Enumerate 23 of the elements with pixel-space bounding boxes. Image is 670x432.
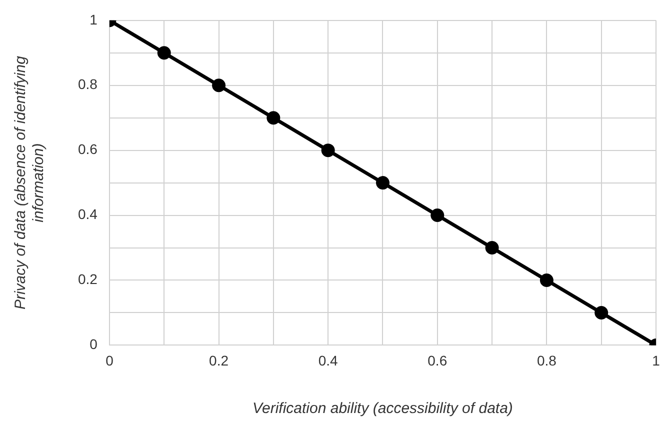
y-tick-label: 0.2 [78,271,98,288]
y-tick-label: 0.4 [78,206,98,222]
point [157,46,171,60]
point [485,241,499,255]
x-tick-label: 0.8 [536,352,557,368]
y-tick-label: 0 [90,336,98,352]
point [376,176,390,190]
point [540,273,554,287]
point [212,78,226,92]
x-tick-label: 0.4 [318,352,338,368]
x-tick-label: 0 [106,352,114,368]
x-tick-label: 0.6 [428,352,448,368]
y-tick-label: 0.6 [78,141,98,158]
point [321,144,335,158]
y-tick-label: 1 [90,11,98,28]
x-tick-label: 1 [652,352,660,368]
x-tick-label: 0.2 [209,352,229,368]
y-axis-title: Privacy of data (absence of identifying information) [12,55,48,310]
point [266,111,280,125]
point [594,306,608,320]
x-axis-title: Verification ability (accessibility of data) [252,400,513,418]
point [430,208,444,222]
y-tick-label: 0.8 [78,76,98,92]
